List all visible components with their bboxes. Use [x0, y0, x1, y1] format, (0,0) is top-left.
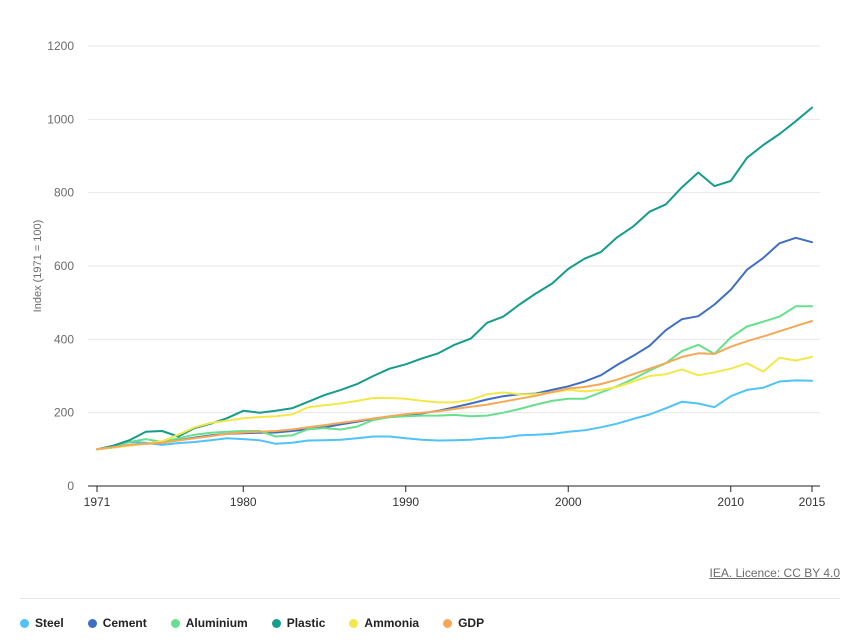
legend-item-steel[interactable]: Steel — [20, 616, 64, 630]
series-lines — [96, 106, 813, 451]
y-axis-label: Index (1971 = 100) — [32, 220, 44, 313]
x-tick-label-4: 2010 — [717, 495, 744, 509]
legend-dot-icon — [170, 618, 180, 628]
y-tick-label-6: 1200 — [47, 39, 74, 53]
legend-dot-icon — [349, 618, 359, 628]
legend-label: GDP — [458, 616, 485, 630]
y-tick-label-3: 600 — [54, 259, 74, 273]
y-tick-label-1: 200 — [54, 406, 74, 420]
legend-label: Ammonia — [364, 616, 420, 630]
x-tick-label-3: 2000 — [555, 495, 582, 509]
series-line-gdp — [96, 320, 813, 451]
x-tick-label-2: 1990 — [392, 495, 419, 509]
legend-dot-icon — [271, 618, 281, 628]
x-tick-label-1: 1980 — [230, 495, 257, 509]
series-line-cement — [96, 236, 813, 451]
legend-item-ammonia[interactable]: Ammonia — [349, 616, 419, 630]
y-tick-label-5: 1000 — [47, 112, 74, 126]
legend-dot-icon — [443, 618, 453, 628]
gridlines — [88, 45, 820, 487]
y-tick-label-2: 400 — [54, 332, 74, 346]
legend: Steel Cement Aluminium Plastic Ammonia GDP — [20, 616, 484, 630]
legend-dot-icon — [20, 618, 29, 628]
legend-item-gdp[interactable]: GDP — [443, 616, 484, 630]
legend-item-aluminium[interactable]: Aluminium — [170, 616, 248, 630]
series-line-ammonia — [96, 355, 813, 451]
y-tick-labels: 0 200 400 600 800 1000 1200 — [47, 39, 74, 493]
legend-label: Steel — [35, 616, 64, 630]
series-line-steel — [96, 379, 813, 451]
y-tick-label-0: 0 — [67, 479, 74, 493]
legend-label: Aluminium — [185, 616, 248, 630]
legend-dot-icon — [87, 618, 97, 628]
legend-item-plastic[interactable]: Plastic — [271, 616, 326, 630]
legend-divider — [20, 598, 840, 599]
series-line-aluminium — [96, 305, 813, 451]
x-axis: 1971 1980 1990 2000 2010 2015 — [84, 486, 826, 509]
y-tick-label-4: 800 — [54, 186, 74, 200]
series-line-plastic — [96, 106, 813, 451]
x-tick-label-5: 2015 — [799, 495, 826, 509]
legend-item-cement[interactable]: Cement — [87, 616, 147, 630]
line-chart: 0 200 400 600 800 1000 1200 1971 1980 1990 2000 20… — [32, 39, 826, 509]
x-tick-label-0: 1971 — [84, 495, 111, 509]
legend-label: Plastic — [286, 616, 326, 630]
licence-credit-link[interactable]: IEA. Licence: CC BY 4.0 — [709, 566, 840, 580]
legend-label: Cement — [102, 616, 147, 630]
